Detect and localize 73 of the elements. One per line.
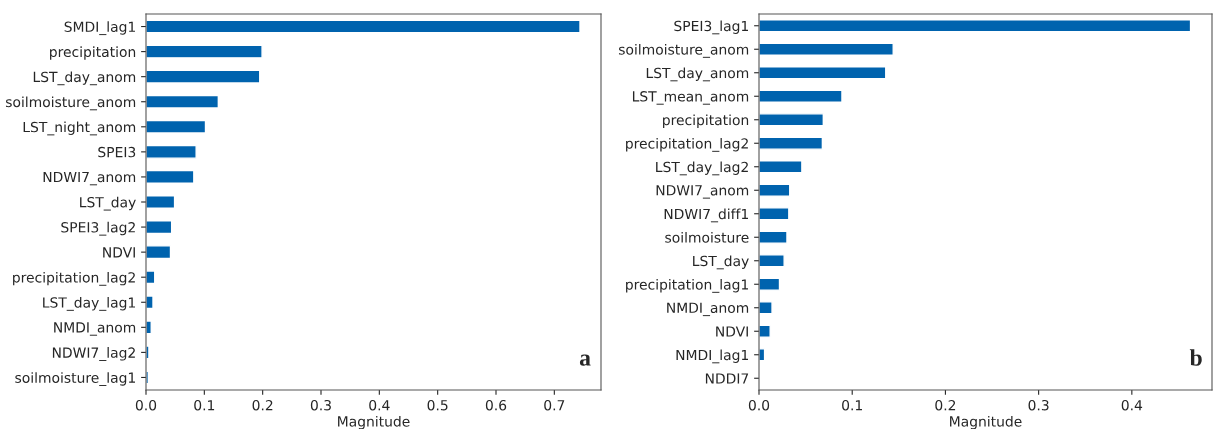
y-tick-label: NDWI7_lag2 <box>52 347 135 361</box>
x-tick-label: 0.0 <box>748 399 770 411</box>
x-tick-label: 0.6 <box>485 399 507 411</box>
y-tick-label: precipitation_lag2 <box>626 137 748 152</box>
bar <box>759 66 887 80</box>
bar <box>146 19 581 34</box>
x-tick-label: 0.3 <box>1028 399 1049 411</box>
y-tick-label: SPEI3_lag2 <box>61 221 135 236</box>
x-tick-label: 0.3 <box>310 399 331 411</box>
bar <box>759 230 788 244</box>
y-tick-label: LST_day <box>80 196 136 211</box>
bar <box>146 69 261 84</box>
annotation: b <box>1189 349 1202 366</box>
x-tick-label: 0.7 <box>544 399 565 411</box>
x-tick-label: 0.4 <box>369 399 390 411</box>
y-tick-label: precipitation <box>50 46 136 60</box>
bar <box>759 136 824 150</box>
bar <box>146 220 173 235</box>
bar <box>146 94 220 109</box>
x-axis-title: Magnitude <box>950 415 1022 429</box>
y-tick-label: NDDI7 <box>705 373 749 384</box>
x-tick-label: 0.4 <box>1121 399 1143 411</box>
bar <box>759 89 843 103</box>
x-tick-label: 0.1 <box>842 399 862 411</box>
x-tick-label: 0.2 <box>935 399 956 411</box>
y-tick-label: NMDI_anom <box>54 322 136 336</box>
y-tick-label: LST_day_anom <box>646 67 749 82</box>
x-tick-label: 0.5 <box>427 399 448 411</box>
y-tick-label: SPEI3_lag1 <box>674 20 748 35</box>
bar <box>759 301 773 315</box>
annotation: a <box>579 354 591 366</box>
bar <box>146 195 176 209</box>
bar <box>146 169 195 184</box>
y-tick-label: NDWI7_anom <box>656 185 749 199</box>
y-tick-label: LST_day_lag1 <box>43 296 135 311</box>
y-tick-label: LST_day_anom <box>33 71 136 86</box>
x-axis-title: Magnitude <box>338 415 410 429</box>
y-tick-label: LST_day_lag2 <box>656 161 748 176</box>
y-tick-label: soilmoisture_anom <box>618 43 749 58</box>
y-tick-label: NDVI <box>103 247 135 258</box>
bar <box>759 183 791 197</box>
y-tick-label: soilmoisture <box>665 231 749 243</box>
y-tick-label: NDVI <box>716 326 748 337</box>
bar <box>759 160 803 174</box>
bar <box>759 207 790 221</box>
y-tick-label: LST_day <box>693 255 749 270</box>
bar <box>759 113 825 127</box>
bar <box>759 254 785 268</box>
x-tick-label: 0.1 <box>194 399 215 411</box>
x-tick-label: 0.2 <box>252 399 273 411</box>
y-tick-label: SMDI_lag1 <box>64 21 135 36</box>
y-tick-label: SPEI3 <box>98 146 136 158</box>
y-tick-label: NDWI7_anom <box>43 171 136 186</box>
y-tick-label: LST_night_anom <box>23 121 136 136</box>
bar <box>759 277 781 291</box>
bar <box>146 44 263 59</box>
y-tick-label: soilmoisture_lag1 <box>15 372 135 387</box>
bar <box>759 19 1192 33</box>
y-tick-label: NDWI7_diff1 <box>664 208 748 223</box>
bar <box>146 295 154 310</box>
y-tick-label: NMDI_anom <box>667 302 749 317</box>
bar <box>146 119 207 134</box>
y-tick-label: NMDI_lag1 <box>676 349 748 364</box>
y-tick-label: precipitation_lag2 <box>13 271 135 286</box>
bar <box>759 42 894 56</box>
y-tick-label: LST_mean_anom <box>632 91 749 105</box>
bar <box>146 144 197 159</box>
y-tick-label: precipitation <box>663 114 749 128</box>
y-tick-label: precipitation_lag1 <box>626 278 748 293</box>
bar <box>759 324 771 338</box>
y-tick-label: soilmoisture_anom <box>5 96 136 111</box>
x-tick-label: 0.0 <box>135 399 157 411</box>
bar <box>146 245 172 260</box>
